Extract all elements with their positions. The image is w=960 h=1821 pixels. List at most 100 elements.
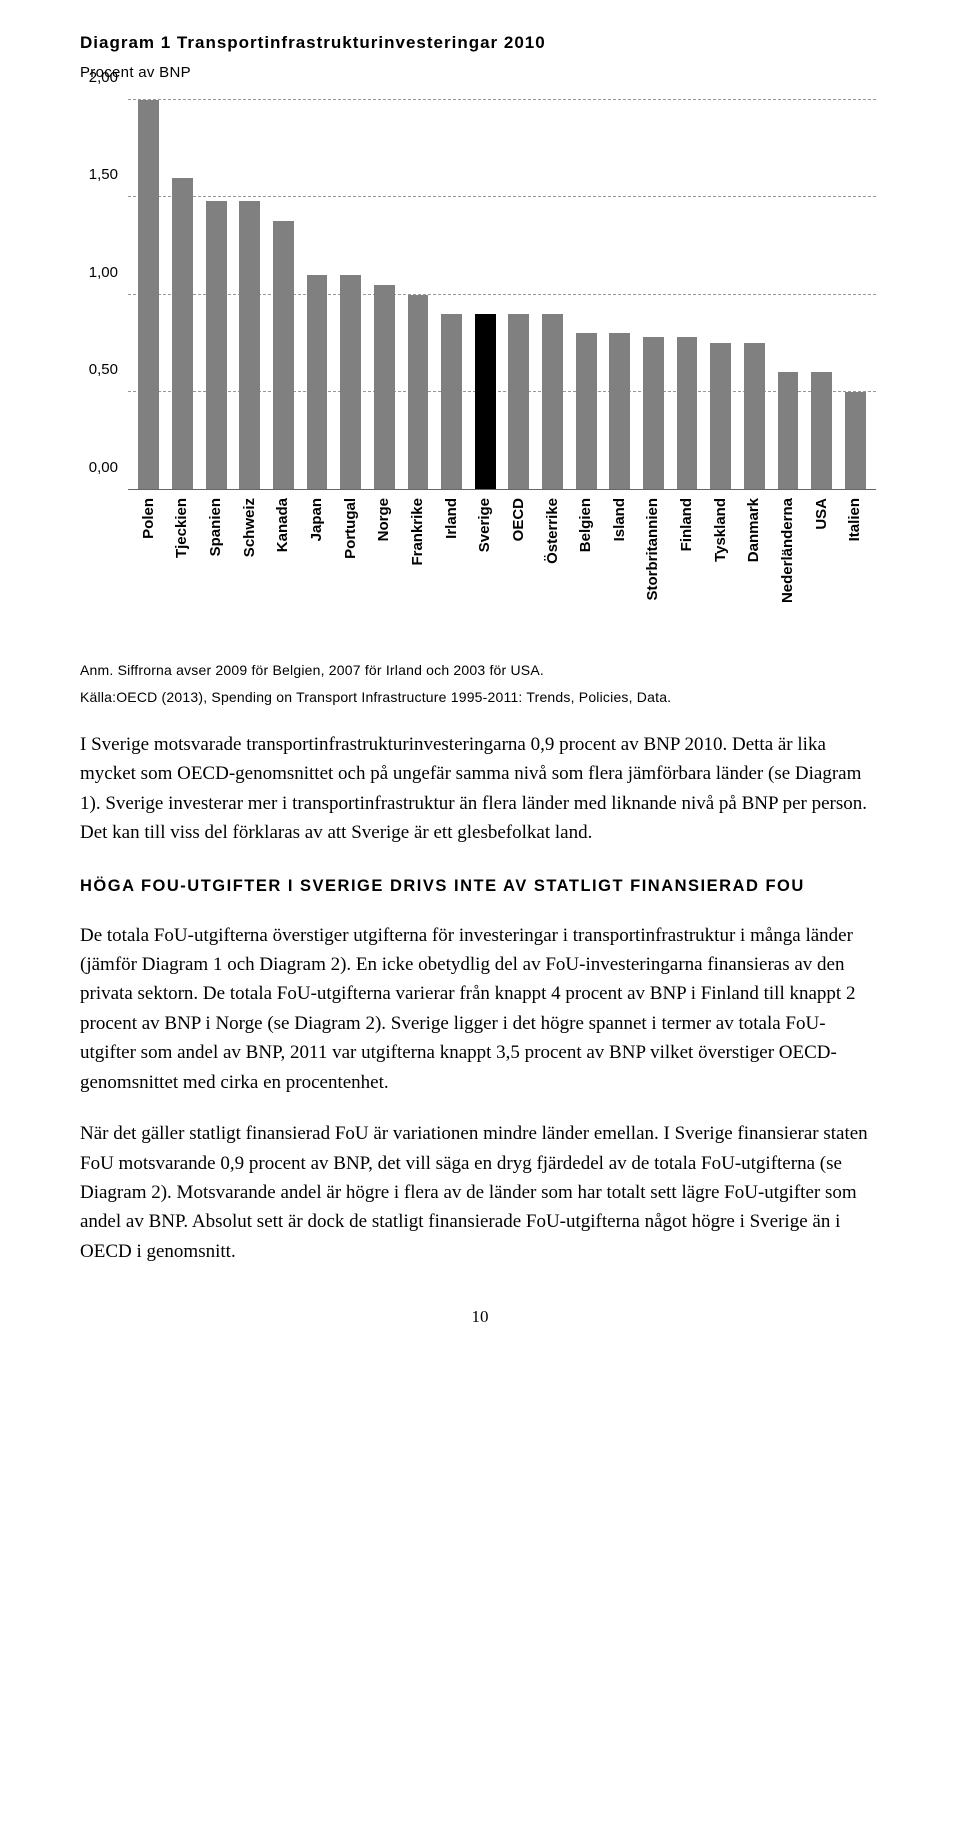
bar-slot	[603, 100, 637, 489]
x-tick-label: Danmark	[743, 498, 766, 562]
chart-bar	[643, 337, 664, 489]
body-paragraph-2: De totala FoU-utgifterna överstiger utgi…	[80, 921, 880, 1098]
x-tick-slot: Belgien	[569, 492, 603, 630]
x-tick-label: OECD	[508, 498, 531, 541]
bar-slot	[199, 100, 233, 489]
chart-bar	[374, 285, 395, 489]
x-tick-slot: Österrike	[536, 492, 570, 630]
x-tick-label: Kanada	[272, 498, 295, 552]
x-tick-label: Tyskland	[709, 498, 732, 562]
bar-slot	[233, 100, 267, 489]
page-number: 10	[80, 1304, 880, 1330]
chart-bar	[138, 100, 159, 489]
bar-slot	[569, 100, 603, 489]
x-tick-slot: Schweiz	[233, 492, 267, 630]
x-tick-slot: Storbritannien	[637, 492, 671, 630]
x-tick-slot: Japan	[300, 492, 334, 630]
x-tick-label: Österrike	[541, 498, 564, 564]
x-tick-label: Norge	[373, 498, 396, 541]
x-tick-slot: Tyskland	[704, 492, 738, 630]
x-tick-label: Storbritannien	[642, 498, 665, 601]
body-paragraph-3: När det gäller statligt finansierad FoU …	[80, 1119, 880, 1266]
bar-chart: 0,000,501,001,502,00 PolenTjeckienSpanie…	[80, 100, 880, 630]
chart-bar	[441, 314, 462, 489]
chart-bar	[542, 314, 563, 489]
x-tick-label: Island	[609, 498, 632, 541]
bar-slot	[771, 100, 805, 489]
y-tick-label: 0,00	[89, 456, 124, 479]
x-tick-slot: OECD	[502, 492, 536, 630]
chart-bar	[508, 314, 529, 489]
bar-slot	[838, 100, 872, 489]
chart-bar	[778, 372, 799, 489]
x-tick-label: USA	[810, 498, 833, 530]
x-tick-slot: Spanien	[199, 492, 233, 630]
bar-slot	[536, 100, 570, 489]
chart-bars	[132, 100, 872, 489]
bar-slot	[468, 100, 502, 489]
bar-slot	[367, 100, 401, 489]
x-tick-slot: Tjeckien	[166, 492, 200, 630]
x-tick-slot: USA	[805, 492, 839, 630]
chart-bar	[273, 221, 294, 489]
x-tick-label: Tjeckien	[171, 498, 194, 558]
x-tick-slot: Sverige	[468, 492, 502, 630]
x-tick-label: Irland	[440, 498, 463, 539]
chart-bar	[744, 343, 765, 489]
x-tick-label: Schweiz	[238, 498, 261, 557]
x-tick-slot: Island	[603, 492, 637, 630]
x-tick-slot: Norge	[367, 492, 401, 630]
bar-slot	[704, 100, 738, 489]
x-axis-labels: Polen Tjeckien Spanien Schweiz Kanada Japan Po…	[132, 492, 872, 630]
section-heading: HÖGA FOU-UTGIFTER I SVERIGE DRIVS INTE A…	[80, 874, 880, 899]
x-tick-label: Sverige	[474, 498, 497, 552]
bar-slot	[300, 100, 334, 489]
bar-slot	[738, 100, 772, 489]
bar-slot	[435, 100, 469, 489]
x-tick-label: Portugal	[339, 498, 362, 559]
x-tick-slot: Irland	[435, 492, 469, 630]
x-tick-label: Italien	[844, 498, 867, 541]
bar-slot	[805, 100, 839, 489]
y-axis-labels: 0,000,501,001,502,00	[80, 100, 124, 490]
bar-slot	[166, 100, 200, 489]
chart-note-anm: Anm. Siffrorna avser 2009 för Belgien, 2…	[80, 660, 880, 681]
bar-slot	[637, 100, 671, 489]
diagram-title: Diagram 1 Transportinfrastrukturinvester…	[80, 30, 880, 56]
chart-bar	[206, 201, 227, 489]
x-tick-label: Nederländerna	[777, 498, 800, 603]
x-tick-label: Polen	[138, 498, 161, 539]
chart-bar	[172, 178, 193, 489]
chart-bar	[576, 333, 597, 489]
chart-bar	[340, 275, 361, 489]
x-tick-slot: Danmark	[738, 492, 772, 630]
bar-slot	[401, 100, 435, 489]
bar-slot	[502, 100, 536, 489]
x-tick-slot: Portugal	[334, 492, 368, 630]
x-tick-slot: Frankrike	[401, 492, 435, 630]
x-tick-slot: Polen	[132, 492, 166, 630]
chart-bar	[609, 333, 630, 489]
diagram-subtitle: Procent av BNP	[80, 62, 880, 85]
chart-plot-area	[128, 100, 876, 490]
y-tick-label: 2,00	[89, 66, 124, 89]
x-tick-label: Spanien	[205, 498, 228, 556]
x-tick-label: Belgien	[575, 498, 598, 552]
x-tick-slot: Italien	[838, 492, 872, 630]
body-paragraph-1: I Sverige motsvarade transportinfrastruk…	[80, 730, 880, 848]
y-tick-label: 1,50	[89, 164, 124, 187]
chart-bar	[677, 337, 698, 489]
y-tick-label: 0,50	[89, 359, 124, 382]
x-tick-label: Japan	[306, 498, 329, 541]
x-tick-slot: Kanada	[267, 492, 301, 630]
x-tick-slot: Finland	[670, 492, 704, 630]
chart-bar	[845, 392, 866, 489]
chart-bar	[307, 275, 328, 489]
y-tick-label: 1,00	[89, 261, 124, 284]
chart-note-source: Källa:OECD (2013), Spending on Transport…	[80, 687, 880, 708]
x-tick-label: Finland	[676, 498, 699, 551]
x-tick-slot: Nederländerna	[771, 492, 805, 630]
chart-bar	[811, 372, 832, 489]
chart-bar	[239, 201, 260, 489]
bar-slot	[132, 100, 166, 489]
